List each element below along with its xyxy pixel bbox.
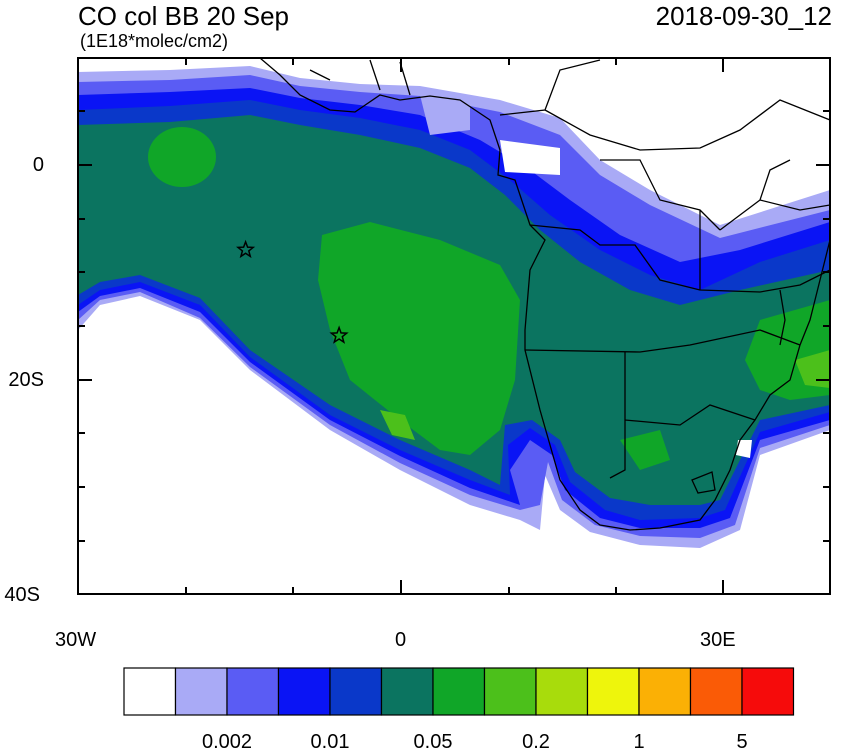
colorbar-box-10 (586, 667, 640, 716)
colorbar-box-11 (638, 667, 692, 716)
colorbar (123, 667, 795, 716)
colorbar-box-7 (432, 667, 486, 716)
colorbar-box-5 (329, 667, 383, 716)
colorbar-box-6 (380, 667, 434, 716)
colorbar-box-12 (689, 667, 743, 716)
lon-label-30e: 30E (700, 629, 736, 651)
units-label: (1E18*molec/cm2) (80, 31, 229, 51)
colorbar-box-9 (535, 667, 589, 716)
colorbar-label-3: 0.05 (413, 731, 453, 753)
colorbar-label-5: 1 (633, 731, 645, 753)
source-markers (235, 239, 349, 344)
colorbar-label-4: 0.2 (522, 731, 550, 753)
colorbar-box-4 (277, 667, 331, 716)
colorbar-box-1 (123, 667, 177, 716)
lat-label-40s: 40S (4, 584, 40, 606)
colorbar-box-2 (174, 667, 228, 716)
star-marker-1 (235, 239, 256, 259)
star-marker-2 (329, 325, 349, 344)
lon-label-0: 0 (395, 629, 407, 651)
lon-label-30w: 30W (55, 629, 97, 651)
co-plume-field (78, 58, 830, 594)
colorbar-label-6: 5 (736, 731, 748, 753)
colorbar-box-13 (741, 667, 795, 716)
lat-label-20s: 20S (8, 369, 44, 391)
map-title: CO col BB 20 Sep (78, 1, 289, 31)
map-ticks (77, 58, 830, 595)
colorbar-box-8 (483, 667, 537, 716)
colorbar-label-2: 0.01 (310, 731, 350, 753)
coastlines-and-borders (259, 58, 830, 531)
valid-time: 2018-09-30_12 (655, 1, 832, 31)
colorbar-box-3 (226, 667, 280, 716)
colorbar-label-1: 0.002 (201, 731, 253, 753)
lat-label-0: 0 (32, 154, 44, 176)
